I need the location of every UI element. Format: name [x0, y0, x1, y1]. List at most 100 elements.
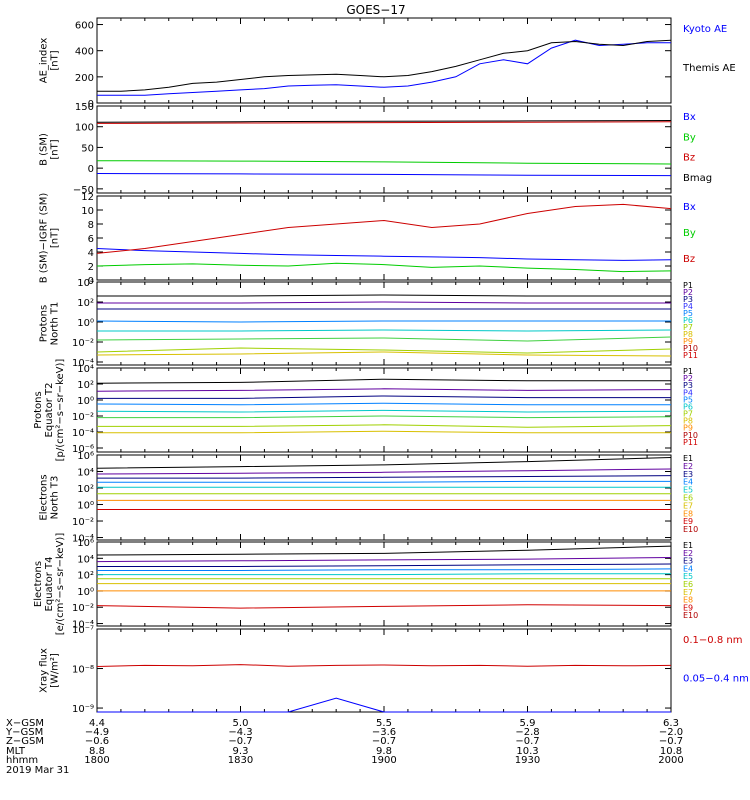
panel-ae: 0 200 400 600 AE_index [nT] Kyoto AE Themis AE — [39, 17, 736, 110]
series-line-p6 — [97, 415, 672, 419]
footer-value-z: −0.7 — [228, 736, 252, 747]
y-axis-label: [nT] — [50, 139, 61, 159]
panel-bsm: −50 0 50 100 150 B (SM) [nT] Bx By Bz Bmag — [39, 102, 713, 196]
y-axis-label: [W/m²] — [50, 653, 61, 688]
legend-label: Bx — [683, 112, 696, 123]
legend-label: P11 — [683, 438, 698, 447]
y-axis-label: AE_index — [39, 38, 50, 84]
y-axis-label: Xray flux — [39, 648, 50, 693]
legend-label: P8 — [683, 417, 693, 426]
panel-xray: 10⁻⁹ 10⁻⁸ 10⁻⁷ Xray flux [W/m²] 0.1−0.8 nm 0.0… — [39, 625, 749, 715]
series-line-kyoto-ae — [97, 39, 671, 96]
legend-label: E1 — [683, 541, 693, 550]
footer-value-y: −4.9 — [85, 727, 109, 738]
y-axis-label: Protons — [39, 305, 50, 342]
legend-label: E10 — [683, 611, 698, 620]
y-tick-label: 10⁶ — [77, 451, 94, 462]
y-tick-label: 10⁻⁴ — [72, 358, 94, 369]
footer-value-y: −2.0 — [659, 727, 683, 738]
series-line-bmag — [96, 120, 672, 123]
legend-label: E8 — [683, 596, 693, 605]
y-axis-label: [e/(cm²−s−sr−keV)] — [55, 533, 66, 636]
y-tick-label: 50 — [81, 143, 94, 154]
panel-frame — [96, 195, 672, 281]
legend-label: P9 — [683, 424, 693, 433]
y-axis-label: B (SM)−IGRF (SM) — [39, 193, 50, 284]
y-axis-label: Electrons — [33, 561, 44, 607]
y-tick-label: 10⁻⁹ — [72, 704, 94, 715]
legend-label: P11 — [683, 351, 698, 360]
legend-label: P9 — [683, 337, 693, 346]
y-tick-label: 10⁴ — [77, 364, 94, 375]
series-line-p1 — [96, 378, 671, 384]
series-line-by — [96, 262, 672, 273]
legend-label: Bx — [683, 202, 696, 213]
series-line-p4 — [96, 402, 671, 406]
legend-label: E4 — [683, 564, 693, 573]
y-axis-label: B (SM) — [39, 133, 50, 166]
footer-value-z: −0.7 — [372, 736, 396, 747]
legend-label: E2 — [683, 462, 693, 471]
legend-label: E2 — [683, 549, 693, 558]
footer-value-hhmm: 1800 — [84, 755, 109, 766]
legend-label: P1 — [683, 281, 693, 290]
series-line-0-1-0-8-nm — [96, 664, 672, 667]
series-line-by — [96, 160, 672, 165]
series-line-p5 — [97, 329, 672, 332]
y-tick-label: 10² — [77, 298, 94, 309]
footer-value-x: 6.3 — [663, 718, 679, 729]
legend-label: P3 — [683, 295, 693, 304]
y-axis-label: Protons — [33, 391, 44, 428]
legend-label: E5 — [683, 572, 693, 581]
y-tick-label: 12 — [81, 192, 94, 203]
legend-label: By — [683, 132, 696, 143]
legend-label: E4 — [683, 478, 693, 487]
legend-label: P10 — [683, 344, 698, 353]
panel-frame — [96, 281, 672, 366]
legend-label: E9 — [683, 517, 693, 526]
footer-value-mlt: 10.8 — [660, 746, 682, 757]
series-line-e2 — [96, 468, 672, 475]
series-line-bz — [96, 203, 672, 254]
series-line-p2 — [96, 388, 672, 392]
footer-value-y: −2.8 — [515, 727, 539, 738]
legend-label: E7 — [683, 588, 693, 597]
y-tick-label: 100 — [75, 123, 94, 134]
panel-p_t2: 10⁻⁶ 10⁻⁴ 10⁻² 10⁰ 10² 10⁴ Protons Equator T2 [p… — [33, 359, 698, 462]
y-axis-label: North T1 — [50, 302, 61, 346]
y-tick-label: −50 — [73, 185, 94, 196]
footer-value-hhmm: 1900 — [371, 755, 396, 766]
legend-label: E10 — [683, 525, 698, 534]
panel-p_t1: 10⁻⁴ 10⁻² 10⁰ 10² 10⁴ Protons North T1 P1P2P3P4… — [39, 278, 699, 369]
series-line-themis-ae — [97, 39, 672, 92]
legend-label: P7 — [683, 323, 693, 332]
y-tick-label: 10⁻⁸ — [72, 665, 94, 676]
legend-label: E9 — [683, 603, 693, 612]
series-line-p4 — [96, 320, 671, 323]
legend-label: P6 — [683, 402, 693, 411]
y-tick-label: 10⁻⁴ — [72, 534, 94, 545]
series-line-e9 — [96, 604, 672, 609]
footer-value-hhmm: 1830 — [228, 755, 253, 766]
y-tick-label: 10⁻² — [72, 338, 94, 349]
legend-label: E3 — [683, 470, 693, 479]
legend-label: Themis AE — [682, 63, 736, 74]
y-tick-label: 10⁴ — [77, 468, 94, 479]
y-tick-label: 0 — [88, 99, 94, 110]
y-tick-label: 10⁻⁷ — [72, 625, 94, 636]
footer-value-x: 5.9 — [520, 718, 536, 729]
series-line-e3 — [97, 475, 672, 479]
y-tick-label: 0 — [88, 276, 94, 287]
y-axis-label: Electrons — [39, 474, 50, 520]
series-line-p5 — [96, 409, 672, 413]
legend-label: P5 — [683, 309, 693, 318]
panel-frame — [96, 628, 672, 713]
y-tick-label: 10⁰ — [77, 501, 94, 512]
legend-label: E7 — [683, 501, 693, 510]
footer-row-label: X−GSM — [6, 718, 44, 729]
y-tick-label: 10² — [77, 380, 94, 391]
y-tick-label: 8 — [88, 220, 94, 231]
legend-label: P2 — [683, 374, 693, 383]
y-tick-label: 10 — [81, 206, 94, 217]
